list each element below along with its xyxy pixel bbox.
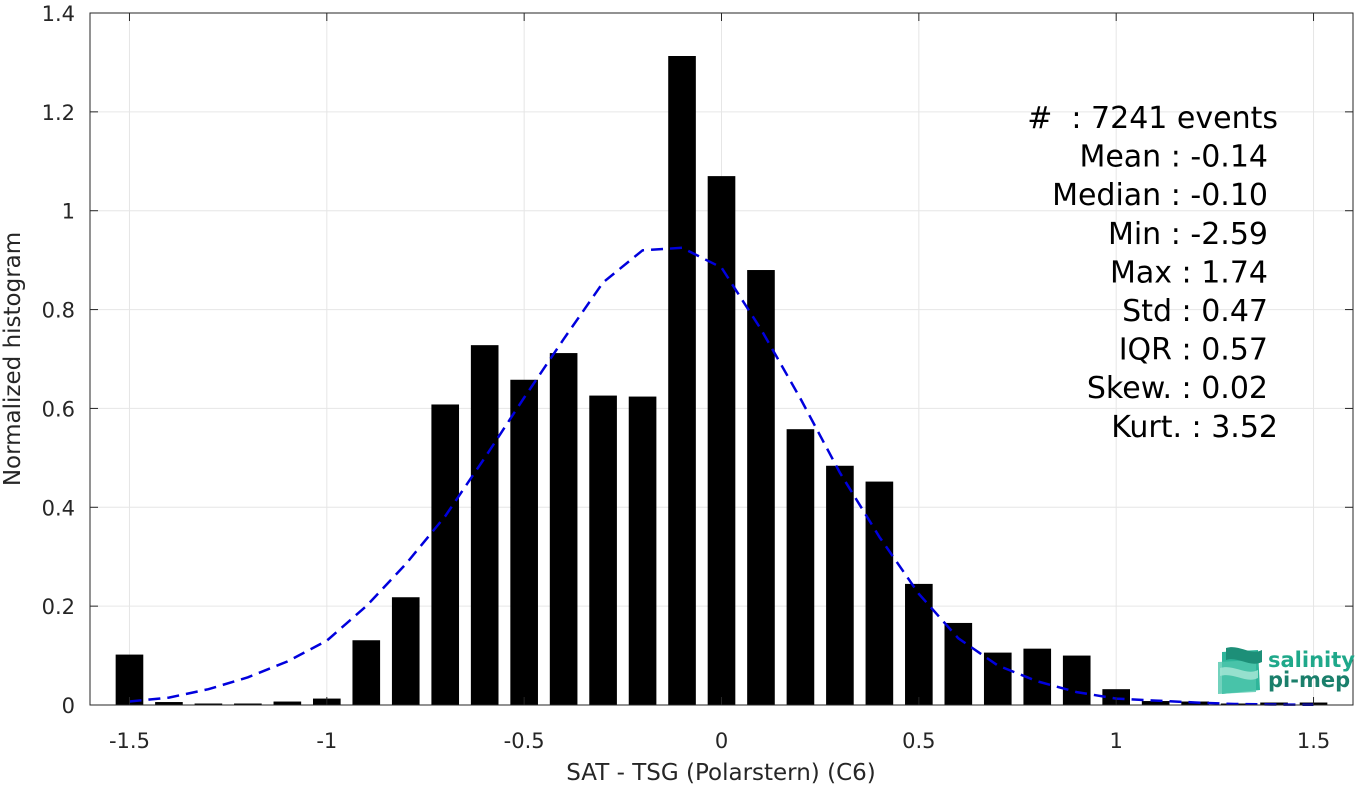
stats-line: Mean : -0.14	[1079, 140, 1268, 175]
y-tick-label: 0.4	[42, 496, 75, 520]
histogram-bar	[510, 379, 538, 705]
histogram-bar	[194, 703, 223, 705]
histogram-bar	[470, 345, 499, 705]
salinity-pi-mep-logo: salinity pi-mep	[1218, 647, 1355, 694]
y-tick-label: 1.2	[42, 101, 75, 125]
histogram-bar	[352, 640, 381, 705]
histogram-bar	[1062, 655, 1091, 705]
histogram-bar	[944, 622, 973, 705]
stats-line: Std : 0.47	[1122, 294, 1268, 329]
histogram-bar	[431, 404, 460, 705]
histogram-bar	[155, 702, 183, 705]
axis-ticks	[90, 12, 1353, 706]
stats-line: Skew. : 0.02	[1087, 371, 1268, 406]
stats-line: # : 7241 events	[1027, 101, 1278, 136]
stats-line: Min : -2.59	[1108, 217, 1268, 252]
tick-labels: -1.5 -1 -0.5 0 0.5 1 1.5 0 0.2 0.4 0.6 0.8 1 1.2 1.4	[42, 2, 1331, 753]
stats-line: IQR : 0.57	[1119, 333, 1268, 368]
x-tick-label: -1	[316, 729, 337, 753]
histogram-bar	[549, 353, 578, 705]
histogram-bar	[707, 176, 736, 706]
stats-line: Kurt. : 3.52	[1111, 410, 1278, 445]
x-axis-label: SAT - TSG (Polarstern) (C6)	[566, 760, 875, 785]
histogram-bar	[826, 465, 854, 705]
x-tick-label: 0	[715, 729, 728, 753]
y-tick-label: 0.8	[42, 299, 75, 323]
x-tick-label: -1.5	[109, 729, 150, 753]
histogram-bar	[589, 395, 617, 705]
logo-text-line2: pi-mep	[1268, 668, 1350, 692]
logo-wave-icon	[1218, 647, 1262, 694]
y-tick-label: 0.6	[42, 397, 75, 421]
histogram-bar	[628, 396, 657, 705]
x-tick-label: 1	[1110, 729, 1123, 753]
histogram-bar	[1141, 701, 1170, 705]
x-tick-label: -0.5	[504, 729, 545, 753]
histogram-bar	[115, 654, 144, 705]
histogram-bar	[905, 583, 933, 705]
stats-line: Max : 1.74	[1110, 255, 1268, 290]
y-tick-label: 0	[62, 694, 75, 718]
logo-text-line1: salinity	[1268, 648, 1355, 672]
histogram-bar	[786, 429, 815, 705]
histogram-bar	[668, 56, 696, 705]
histogram-bar	[391, 597, 420, 705]
histogram-bar	[983, 652, 1012, 705]
histogram-bar	[234, 703, 262, 705]
x-tick-label: 0.5	[902, 729, 935, 753]
x-tick-label: 1.5	[1297, 729, 1330, 753]
stats-line: Median : -0.10	[1052, 178, 1268, 213]
histogram-bar	[747, 270, 775, 705]
histogram-bar	[273, 701, 302, 705]
histogram-bar	[865, 481, 894, 705]
y-tick-label: 0.2	[42, 595, 75, 619]
y-tick-label: 1	[62, 200, 75, 224]
y-tick-label: 1.4	[42, 2, 75, 26]
y-axis-label: Normalized histogram	[0, 232, 26, 486]
